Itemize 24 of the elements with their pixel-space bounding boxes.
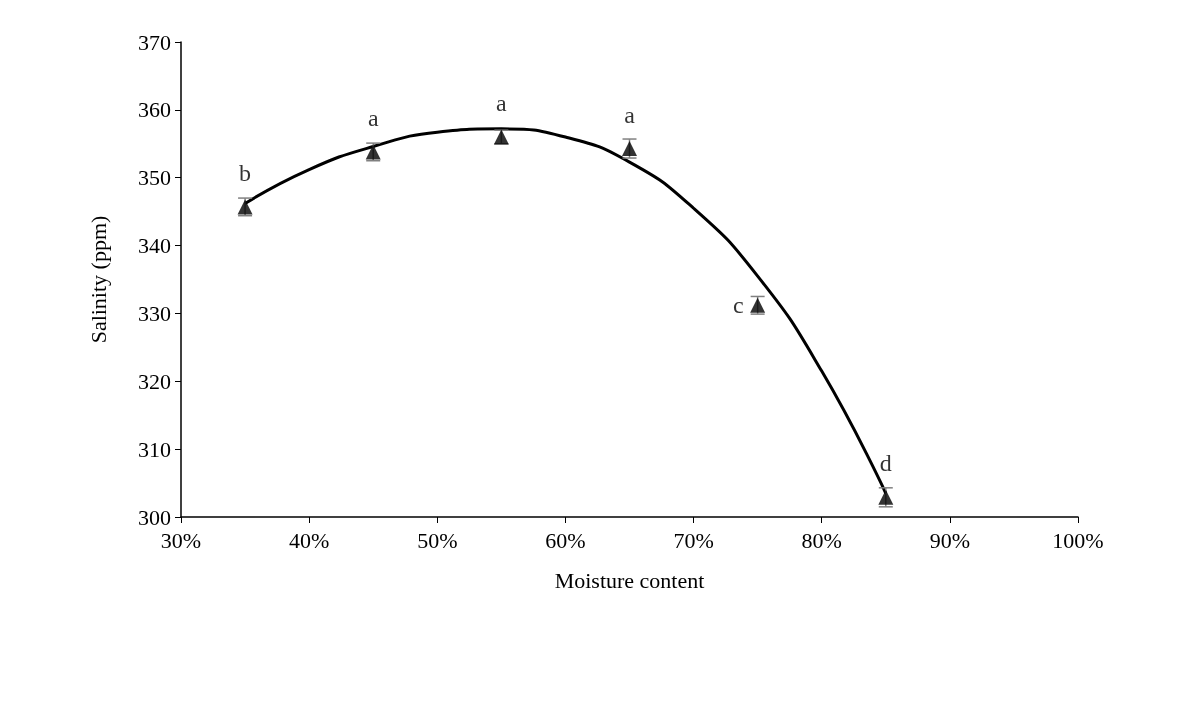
annotation: c	[732, 292, 744, 319]
y-tick-label: 360	[138, 97, 171, 123]
y-tick-label: 330	[138, 300, 171, 326]
annotation: b	[239, 159, 252, 186]
y-tick-label: 340	[138, 233, 171, 259]
annotation: d	[879, 450, 892, 477]
y-tick-label: 370	[138, 29, 171, 55]
y-tick-label: 320	[138, 368, 171, 394]
x-axis-title: Moisture content	[554, 567, 705, 593]
x-tick-label: 30%	[160, 527, 202, 553]
x-tick-label: 90%	[929, 527, 971, 553]
x-tick-label: 70%	[673, 527, 714, 553]
annotation: a	[624, 101, 636, 128]
x-tick-label: 100%	[1052, 527, 1104, 553]
y-tick-label: 350	[138, 165, 171, 191]
x-tick-label: 80%	[801, 527, 842, 553]
annotation: a	[367, 104, 379, 131]
y-axis-title: Salinity (ppm)	[85, 215, 111, 344]
x-tick-label: 60%	[545, 527, 586, 553]
y-tick-label: 300	[138, 504, 171, 530]
x-tick-label: 50%	[417, 527, 458, 553]
y-tick-label: 310	[138, 436, 171, 462]
annotation: a	[496, 90, 508, 116]
x-tick-label: 40%	[288, 527, 330, 553]
